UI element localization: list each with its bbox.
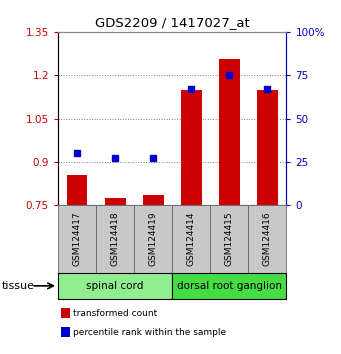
- Text: GSM124416: GSM124416: [263, 212, 272, 266]
- Bar: [58, 273, 172, 299]
- Text: GSM124414: GSM124414: [187, 212, 196, 266]
- Bar: [134, 205, 172, 273]
- Bar: [143, 195, 164, 205]
- Text: GSM124417: GSM124417: [73, 212, 81, 266]
- Text: tissue: tissue: [2, 281, 35, 291]
- Bar: [181, 90, 202, 205]
- Bar: [105, 198, 125, 205]
- Text: GSM124419: GSM124419: [149, 212, 158, 266]
- Bar: [58, 205, 96, 273]
- Text: GSM124415: GSM124415: [225, 212, 234, 266]
- Text: GSM124418: GSM124418: [110, 212, 120, 266]
- Text: dorsal root ganglion: dorsal root ganglion: [177, 281, 282, 291]
- Bar: [96, 205, 134, 273]
- Bar: [219, 59, 240, 205]
- Bar: [172, 205, 210, 273]
- Bar: [210, 205, 248, 273]
- Text: transformed count: transformed count: [73, 309, 158, 318]
- Text: spinal cord: spinal cord: [86, 281, 144, 291]
- Bar: [248, 205, 286, 273]
- Bar: [66, 175, 88, 205]
- Text: percentile rank within the sample: percentile rank within the sample: [73, 328, 226, 337]
- Bar: [172, 273, 286, 299]
- Title: GDS2209 / 1417027_at: GDS2209 / 1417027_at: [95, 16, 250, 29]
- Bar: [257, 90, 278, 205]
